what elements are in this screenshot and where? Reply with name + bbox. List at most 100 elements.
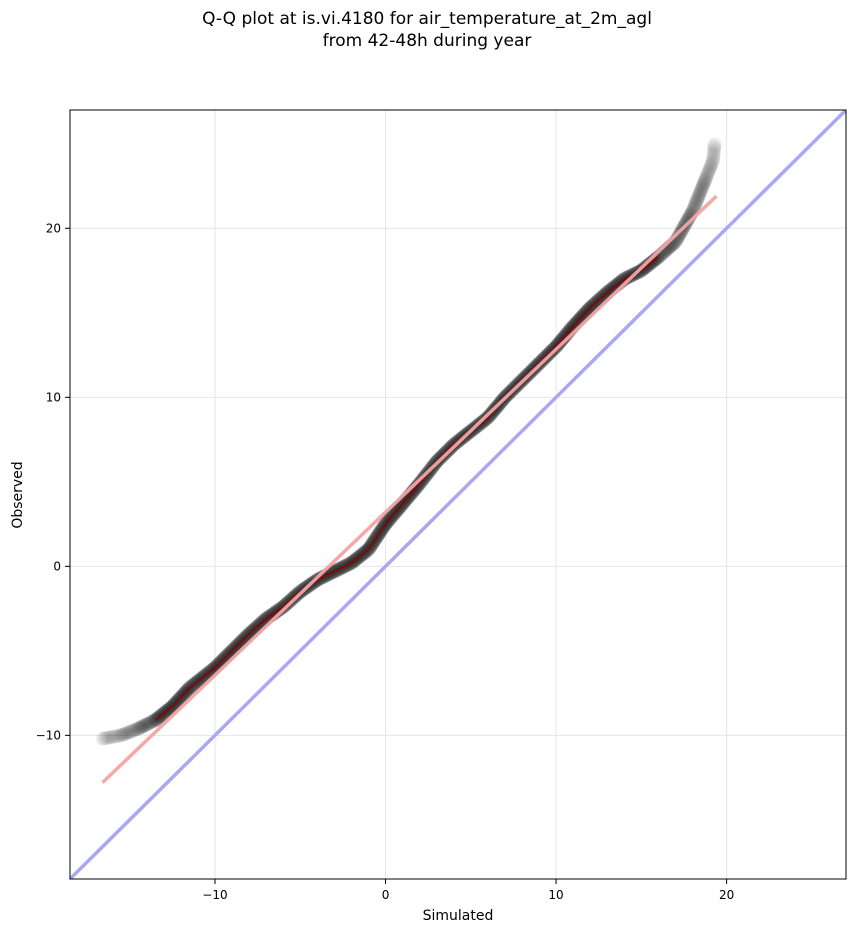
- qq-point: [706, 149, 721, 164]
- qq-point: [694, 182, 709, 197]
- qq-point: [707, 141, 722, 156]
- x-tick-label: 0: [382, 888, 390, 902]
- qq-point: [699, 170, 714, 185]
- qq-point: [673, 226, 688, 241]
- qq-point: [100, 730, 115, 745]
- fit-line: [101, 194, 718, 784]
- qq-point: [696, 176, 711, 191]
- qq-point: [126, 723, 141, 738]
- qq-point: [700, 167, 715, 182]
- qq-point: [104, 730, 119, 744]
- qq-point: [701, 164, 716, 179]
- qq-point: [141, 716, 156, 731]
- y-tick-label: 20: [46, 221, 61, 235]
- x-tick-label: −10: [202, 888, 227, 902]
- qq-point: [101, 730, 116, 745]
- qq-point: [703, 159, 718, 174]
- qq-point: [704, 158, 719, 173]
- qq-point: [704, 156, 719, 171]
- qq-point: [98, 731, 113, 746]
- x-tick-label: 20: [719, 888, 734, 902]
- qq-point: [120, 725, 135, 740]
- qq-point: [688, 197, 703, 212]
- qq-point: [687, 198, 702, 213]
- qq-point: [689, 194, 704, 209]
- qq-point: [134, 720, 149, 735]
- qq-point: [672, 227, 687, 242]
- y-tick-label: 10: [46, 390, 61, 404]
- qq-point: [142, 715, 157, 730]
- qq-point: [706, 153, 720, 168]
- qq-point: [707, 138, 722, 153]
- qq-point: [118, 726, 133, 741]
- qq-point: [706, 144, 721, 159]
- qq-point: [136, 718, 151, 733]
- qq-point: [145, 714, 160, 729]
- qq-point: [138, 718, 153, 733]
- qq-point: [106, 729, 121, 744]
- qq-point: [702, 161, 717, 176]
- plot-frame: [69, 109, 847, 880]
- qq-point: [707, 139, 722, 154]
- qq-point: [698, 172, 713, 187]
- qq-point: [117, 727, 132, 742]
- qq-point: [123, 724, 138, 739]
- qq-point: [112, 728, 127, 743]
- qq-point: [706, 152, 721, 167]
- y-axis-label: Observed: [10, 461, 26, 528]
- qq-point: [695, 180, 709, 195]
- qq-point: [693, 183, 708, 198]
- qq-point: [706, 146, 721, 160]
- axis-ticks: −10 0 10 20 −10 0 10 20: [36, 221, 735, 902]
- grid-lines: [70, 110, 846, 879]
- identity-line: [70, 110, 846, 879]
- qq-point: [697, 175, 712, 189]
- qq-point: [699, 169, 714, 184]
- qq-point: [128, 722, 143, 737]
- y-tick-label: −10: [36, 728, 61, 742]
- y-tick-label: 0: [53, 559, 61, 573]
- qq-point: [95, 731, 110, 746]
- qq-point: [114, 728, 129, 743]
- qq-point: [132, 720, 147, 735]
- qq-point: [698, 173, 712, 188]
- qq-point: [692, 188, 706, 203]
- qq-point: [131, 721, 146, 736]
- qq-point: [125, 724, 139, 738]
- plot-marks: [70, 110, 846, 879]
- qq-point: [97, 731, 111, 746]
- qq-point: [686, 201, 701, 216]
- x-tick-label: 10: [548, 888, 563, 902]
- qq-curve-center: [154, 256, 660, 721]
- qq-point: [706, 147, 721, 162]
- qq-point: [693, 185, 708, 200]
- qq-point: [701, 166, 715, 180]
- qq-point: [706, 150, 721, 165]
- qq-point: [707, 136, 722, 151]
- qq-point: [109, 729, 124, 744]
- qq-point: [702, 162, 717, 177]
- qq-point: [689, 195, 704, 210]
- qq-point: [144, 715, 158, 730]
- qq-point: [692, 186, 707, 201]
- qq-point: [695, 179, 710, 194]
- qq-point: [103, 730, 118, 745]
- chart-title: Q-Q plot at is.vi.4180 for air_temperatu…: [0, 8, 854, 52]
- qq-point: [680, 214, 695, 229]
- chart-title-line1: Q-Q plot at is.vi.4180 for air_temperatu…: [202, 9, 652, 29]
- qq-point: [705, 155, 720, 170]
- qq-point: [139, 717, 154, 732]
- x-axis-label: Simulated: [423, 908, 494, 924]
- qq-point: [690, 192, 705, 207]
- qq-point: [115, 727, 130, 742]
- qq-point: [707, 142, 722, 157]
- qq-point: [690, 191, 705, 206]
- qq-point: [680, 212, 695, 227]
- qq-point: [121, 725, 136, 740]
- qq-point: [129, 722, 144, 737]
- qq-point: [135, 719, 150, 734]
- qq-point: [687, 200, 702, 214]
- qq-point: [691, 189, 706, 204]
- qq-point: [107, 729, 122, 744]
